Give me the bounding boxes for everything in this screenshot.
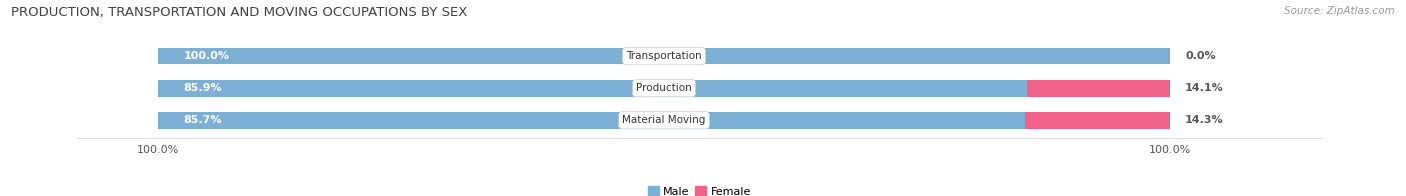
Text: 85.9%: 85.9% (184, 83, 222, 93)
Text: PRODUCTION, TRANSPORTATION AND MOVING OCCUPATIONS BY SEX: PRODUCTION, TRANSPORTATION AND MOVING OC… (11, 6, 468, 19)
Bar (159, 48, 1170, 64)
Text: 85.7%: 85.7% (184, 115, 222, 125)
Bar (159, 80, 1028, 97)
Bar (159, 112, 1170, 129)
Bar (159, 80, 1170, 97)
Text: Production: Production (636, 83, 692, 93)
Text: 14.3%: 14.3% (1185, 115, 1223, 125)
Text: Transportation: Transportation (626, 51, 702, 61)
Bar (159, 48, 1170, 64)
Text: Material Moving: Material Moving (623, 115, 706, 125)
Text: Source: ZipAtlas.com: Source: ZipAtlas.com (1284, 6, 1395, 16)
Bar (159, 112, 1025, 129)
Bar (1025, 112, 1170, 129)
Bar (1028, 80, 1170, 97)
Text: 100.0%: 100.0% (184, 51, 229, 61)
Legend: Male, Female: Male, Female (644, 182, 755, 196)
Text: 14.1%: 14.1% (1185, 83, 1223, 93)
Text: 0.0%: 0.0% (1185, 51, 1216, 61)
